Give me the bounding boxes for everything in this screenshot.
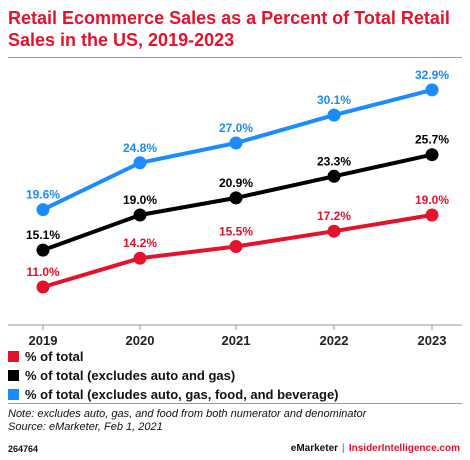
data-point <box>133 208 147 222</box>
data-point <box>425 148 439 162</box>
brand-name: eMarketer <box>290 443 339 454</box>
data-label: 23.3% <box>317 154 351 168</box>
data-point <box>425 208 439 222</box>
data-point <box>327 108 341 122</box>
data-point <box>36 203 50 217</box>
note-text: Note: excludes auto, gas, and food from … <box>8 408 367 420</box>
data-label: 20.9% <box>219 176 253 190</box>
data-label: 19.0% <box>123 193 157 207</box>
data-label: 11.0% <box>26 265 60 279</box>
notes-divider <box>8 403 462 404</box>
data-label: 32.9% <box>415 68 449 82</box>
data-point <box>425 83 439 97</box>
data-label: 19.6% <box>26 188 60 202</box>
chart-id: 264764 <box>8 444 39 454</box>
data-point <box>36 243 50 257</box>
data-label: 30.1% <box>317 93 351 107</box>
legend-swatch <box>8 351 19 362</box>
legend-item: % of total <box>8 347 462 366</box>
x-tick-label: 2023 <box>418 333 447 348</box>
brand-site-link[interactable]: InsiderIntelligence.com <box>348 443 460 454</box>
source-text: Source: eMarketer, Feb 1, 2021 <box>8 421 163 433</box>
legend-swatch <box>8 370 19 381</box>
x-tick-label: 2022 <box>320 333 349 348</box>
line-chart: 2019 2020 2021 2022 2023 11.0% 14.2% 15.5% 17.2%… <box>8 68 462 348</box>
chart-notes: Note: excludes auto, gas, and food from … <box>8 408 366 434</box>
legend-label: % of total (excludes auto and gas) <box>25 368 236 383</box>
legend-label: % of total (excludes auto, gas, food, an… <box>25 387 339 402</box>
data-label: 15.5% <box>219 225 253 239</box>
x-tick-label: 2020 <box>126 333 155 348</box>
chart-legend: % of total % of total (excludes auto and… <box>8 347 462 404</box>
data-label: 19.0% <box>415 193 449 207</box>
legend-item: % of total (excludes auto, gas, food, an… <box>8 385 462 404</box>
data-label: 14.2% <box>123 236 157 250</box>
chart-title: Retail Ecommerce Sales as a Percent of T… <box>8 8 450 50</box>
data-point <box>133 156 147 170</box>
legend-item: % of total (excludes auto and gas) <box>8 366 462 385</box>
x-tick-label: 2021 <box>222 333 251 348</box>
legend-label: % of total <box>25 349 84 364</box>
data-point <box>229 240 243 253</box>
data-point <box>327 169 341 183</box>
footer-brand: eMarketer | InsiderIntelligence.com <box>291 443 460 454</box>
data-label: 24.8% <box>123 141 157 155</box>
data-point <box>229 191 243 205</box>
brand-separator: | <box>342 443 345 454</box>
data-point <box>36 280 50 294</box>
data-label: 27.0% <box>219 121 253 135</box>
data-point <box>133 251 147 265</box>
data-label: 25.7% <box>415 133 449 147</box>
data-label: 17.2% <box>317 209 351 223</box>
title-divider <box>8 57 462 58</box>
legend-swatch <box>8 389 19 400</box>
data-point <box>229 136 243 150</box>
data-label: 15.1% <box>26 228 60 242</box>
data-point <box>327 224 341 238</box>
x-tick-label: 2019 <box>29 333 58 348</box>
